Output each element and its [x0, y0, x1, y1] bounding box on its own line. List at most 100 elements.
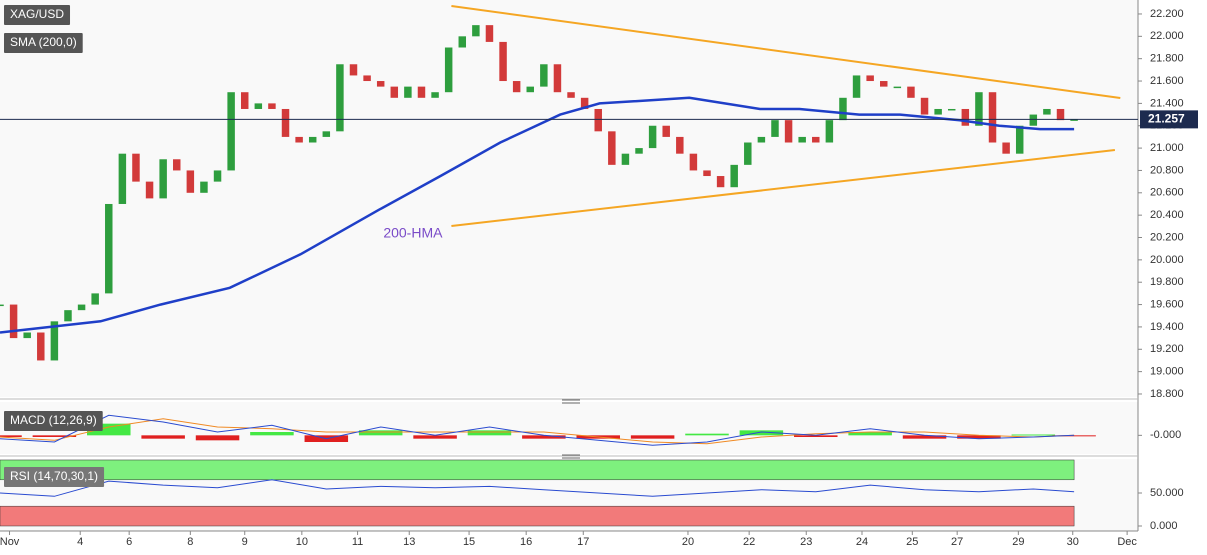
candle [961, 108, 970, 126]
macd-histogram-bar [250, 432, 294, 436]
candle [444, 47, 453, 93]
y-tick-label: 20.600 [1150, 187, 1184, 199]
candle [798, 136, 806, 143]
candle [363, 75, 371, 82]
candle [648, 125, 657, 149]
candle [50, 321, 59, 361]
macd-histogram-bar [630, 435, 675, 439]
candle [757, 136, 766, 143]
candle [1002, 142, 1010, 154]
x-tick-label: 25 [906, 536, 918, 548]
candle [540, 64, 548, 87]
candle [268, 103, 276, 109]
candle [893, 86, 902, 89]
x-tick-label: 15 [463, 536, 475, 548]
x-tick-label: Dec [1117, 536, 1137, 548]
candle [213, 170, 222, 182]
macd-label-box: MACD (12,26,9) [4, 411, 103, 431]
x-tick-label: Nov [0, 536, 20, 548]
symbol-label-bg [4, 5, 71, 25]
y-tick-label: 21.000 [1150, 142, 1184, 154]
y-tick-label: 20.200 [1150, 231, 1184, 243]
macd-panel [0, 402, 1138, 454]
y-tick-label: 21.400 [1150, 97, 1184, 109]
candle [336, 64, 344, 132]
macd-histogram-bar [848, 432, 892, 436]
macd-histogram-bar [141, 435, 185, 439]
rsi-band [0, 505, 1075, 527]
rsi-line [0, 479, 1075, 497]
y-tick-label: 19.600 [1150, 298, 1184, 310]
candle [23, 332, 31, 339]
candle [390, 86, 399, 98]
macd-label-bg [4, 411, 103, 431]
x-tick-label: 8 [187, 536, 193, 548]
x-tick-label: 20 [682, 536, 694, 548]
symbol-label-box: XAG/USD [4, 5, 71, 25]
candle [975, 92, 983, 126]
y-tick-label: -0.000 [1150, 429, 1181, 441]
x-tick-label: 10 [296, 536, 308, 548]
candle [825, 120, 834, 143]
candle [458, 36, 467, 48]
candle [988, 92, 997, 143]
candle [730, 164, 738, 188]
y-tick-label: 50.000 [1150, 487, 1184, 499]
macd-histogram-bar [1011, 434, 1056, 436]
candle [553, 64, 562, 93]
trendline [451, 5, 1121, 99]
y-tick-label: 21.600 [1150, 75, 1184, 87]
candle [812, 136, 820, 143]
candle [254, 103, 263, 109]
candle [703, 170, 711, 177]
macd-histogram-bar [685, 433, 729, 436]
x-tick-label: 4 [77, 536, 83, 548]
candle [1070, 119, 1078, 121]
y-tick-label: 20.800 [1150, 164, 1184, 176]
candle [934, 108, 942, 115]
candle [417, 86, 426, 98]
y-tick-label: 19.800 [1150, 276, 1184, 288]
candle [91, 293, 99, 305]
x-tick-label: 11 [352, 536, 363, 548]
candle [349, 64, 358, 76]
y-tick-label: 20.000 [1150, 254, 1184, 266]
y-tick-label: 19.000 [1150, 366, 1184, 378]
candle [1056, 108, 1065, 121]
sma-label-box: SMA (200,0) [4, 33, 83, 53]
candle [839, 97, 847, 121]
candle [866, 75, 874, 82]
candle [526, 86, 534, 93]
candle [376, 81, 385, 87]
candle [676, 136, 684, 154]
price-panel [0, 0, 1138, 397]
candle [105, 203, 113, 294]
last-price-bg [1140, 110, 1198, 129]
macd-histogram-bar [87, 423, 131, 436]
y-tick-label: 19.200 [1150, 343, 1184, 355]
rsi-label: RSI (14,70,30,1) [10, 469, 98, 483]
symbol-label: XAG/USD [10, 7, 64, 21]
x-tick-label: 29 [1012, 536, 1024, 548]
candle [771, 120, 779, 137]
candle [594, 108, 602, 132]
signal-line [0, 418, 1075, 445]
candle [281, 108, 290, 137]
macd-histogram-bar [195, 435, 240, 441]
candle [77, 304, 86, 311]
x-tick-label: 9 [242, 536, 248, 548]
x-tick-label: 16 [520, 536, 532, 548]
y-tick-label: 19.400 [1150, 321, 1184, 333]
sma-label-bg [4, 33, 83, 53]
x-tick-label: 13 [403, 536, 415, 548]
candle [472, 25, 480, 37]
candle [308, 136, 317, 143]
candle [744, 142, 752, 165]
candle [580, 97, 589, 109]
y-tick-label: 20.400 [1150, 209, 1184, 221]
macd-histogram-bar [739, 430, 784, 436]
candle [431, 92, 439, 98]
candle [132, 153, 140, 182]
candle [64, 310, 72, 322]
